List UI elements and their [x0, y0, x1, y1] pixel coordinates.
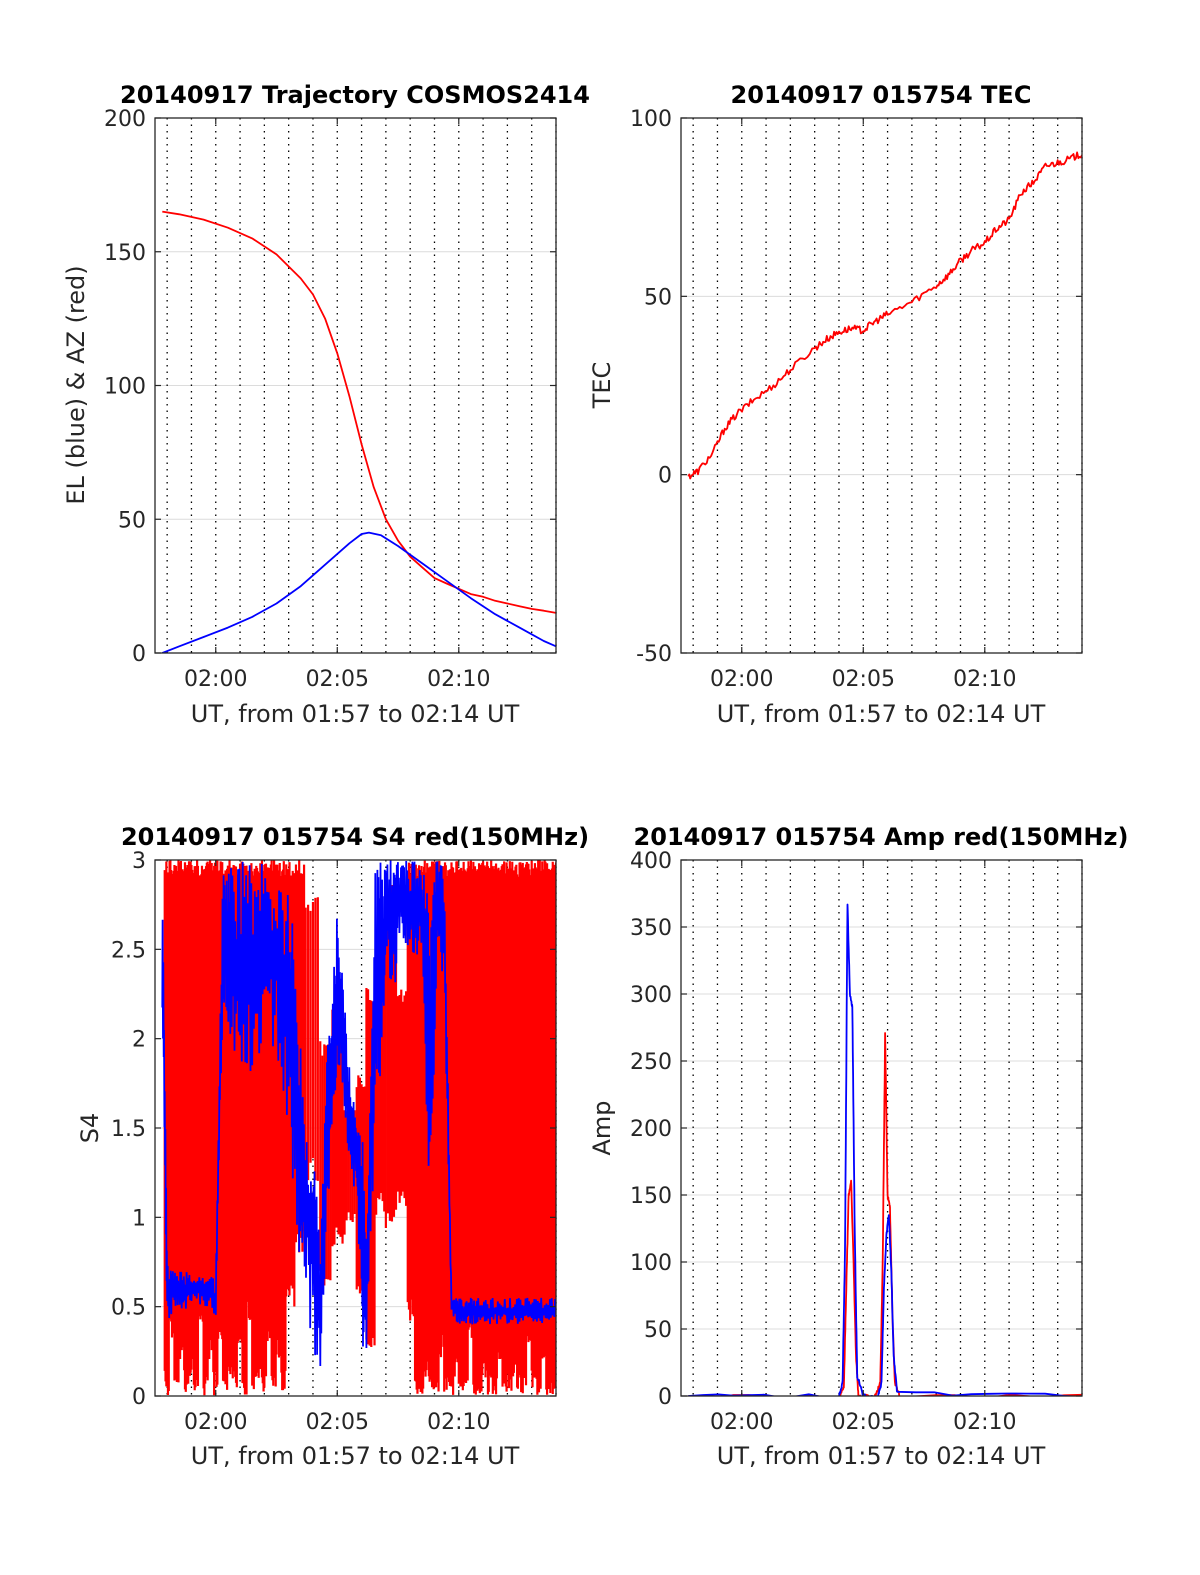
y-axis-label: TEC	[588, 362, 616, 410]
panel-amp: 20140917 015754 Amp red(150MHz) UT, from…	[588, 823, 1128, 1470]
y-axis-label: EL (blue) & AZ (red)	[62, 265, 90, 504]
series-s4-blue-line	[161, 860, 556, 1367]
y-tick-label: 50	[118, 508, 146, 533]
x-axis-label: UT, from 01:57 to 02:14 UT	[191, 700, 520, 728]
x-tick-label: 02:10	[953, 667, 1016, 692]
y-tick-label: 150	[630, 1184, 672, 1209]
series-group	[161, 860, 556, 1396]
series-group	[161, 210, 556, 653]
series-el-line	[161, 531, 556, 653]
x-tick-label: 02:10	[427, 1410, 490, 1435]
y-tick-label: 50	[644, 285, 672, 310]
y-tick-label: 50	[644, 1318, 672, 1343]
x-tick-label: 02:05	[306, 1410, 369, 1435]
x-axis-label: UT, from 01:57 to 02:14 UT	[191, 1442, 520, 1470]
y-tick-label: 100	[630, 1251, 672, 1276]
x-axis-label: UT, from 01:57 to 02:14 UT	[717, 700, 1046, 728]
x-tick-label: 02:00	[710, 1410, 773, 1435]
y-tick-label: 0.5	[111, 1296, 146, 1321]
y-tick-label: 200	[104, 107, 146, 132]
panel-title: 20140917 015754 S4 red(150MHz)	[121, 823, 589, 851]
y-tick-label: 2	[132, 1028, 146, 1053]
y-tick-label: 400	[630, 849, 672, 874]
series-tec-line	[687, 151, 1082, 480]
series-group	[687, 151, 1082, 480]
x-tick-label: 02:05	[306, 667, 369, 692]
y-tick-label: 150	[104, 241, 146, 266]
y-tick-label: 300	[630, 983, 672, 1008]
y-tick-label: 1.5	[111, 1117, 146, 1142]
y-tick-label: 2.5	[111, 938, 146, 963]
panel-tec: 20140917 015754 TEC UT, from 01:57 to 02…	[588, 81, 1083, 728]
panel-title: 20140917 015754 TEC	[731, 81, 1032, 109]
plot-frame	[680, 117, 1083, 654]
y-tick-label: 100	[630, 107, 672, 132]
y-tick-label: 0	[132, 642, 146, 667]
x-axis-label: UT, from 01:57 to 02:14 UT	[717, 1442, 1046, 1470]
y-tick-label: 1	[132, 1206, 146, 1231]
series-az-line	[162, 210, 556, 614]
y-axis-label: S4	[76, 1113, 104, 1144]
y-tick-label: 3	[132, 849, 146, 874]
x-tick-label: 02:05	[832, 1410, 895, 1435]
x-tick-label: 02:10	[953, 1410, 1016, 1435]
y-axis-label: Amp	[588, 1100, 616, 1155]
y-tick-label: 250	[630, 1050, 672, 1075]
y-tick-label: 0	[132, 1385, 146, 1410]
y-tick-label: -50	[636, 642, 672, 667]
panel-title: 20140917 Trajectory COSMOS2414	[120, 81, 590, 109]
y-tick-label: 200	[630, 1117, 672, 1142]
x-tick-label: 02:00	[184, 1410, 247, 1435]
y-tick-label: 0	[658, 1385, 672, 1410]
panel-title: 20140917 015754 Amp red(150MHz)	[634, 823, 1129, 851]
x-tick-label: 02:05	[832, 667, 895, 692]
panel-s4: 20140917 015754 S4 red(150MHz) UT, from …	[76, 823, 589, 1470]
y-tick-label: 100	[104, 375, 146, 400]
panel-trajectory: 20140917 Trajectory COSMOS2414 UT, from …	[62, 81, 590, 728]
y-tick-label: 0	[658, 464, 672, 489]
y-tick-label: 350	[630, 916, 672, 941]
x-tick-label: 02:00	[184, 667, 247, 692]
x-tick-label: 02:10	[427, 667, 490, 692]
x-tick-label: 02:00	[710, 667, 773, 692]
